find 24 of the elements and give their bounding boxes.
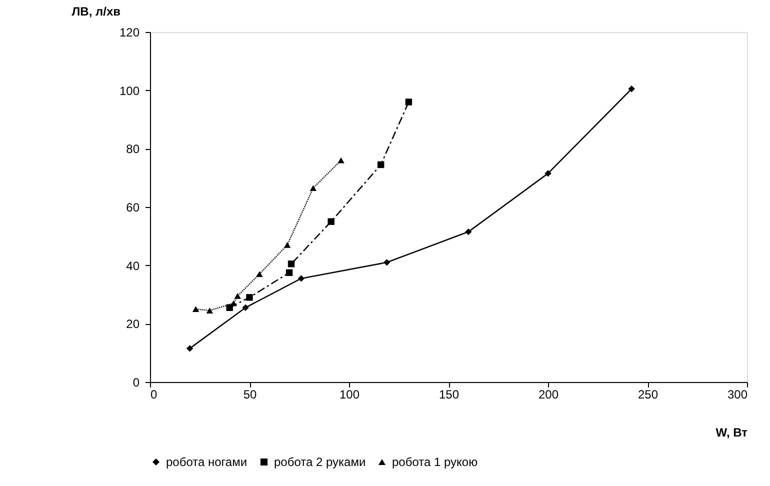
point xyxy=(206,308,214,314)
legend-label: робота ногами xyxy=(166,455,248,469)
y-tick-label: 60 xyxy=(126,200,140,214)
x-tick-label: 100 xyxy=(339,388,360,402)
legend-label: робота 1 рукою xyxy=(392,455,478,469)
x-axis-title: W, Вт xyxy=(716,426,748,440)
y-tick-label: 80 xyxy=(126,142,140,156)
x-tick-label: 50 xyxy=(243,388,257,402)
y-tick-label: 100 xyxy=(119,84,140,98)
x-tick-label: 150 xyxy=(438,388,460,402)
x-tick-label: 200 xyxy=(538,388,559,402)
y-tick-label: 0 xyxy=(132,376,140,390)
y-tick-label: 40 xyxy=(126,258,140,273)
point xyxy=(405,98,412,106)
x-tick-label: 300 xyxy=(727,388,748,402)
x-tick-label: 250 xyxy=(638,388,658,402)
y-tick-label: 120 xyxy=(119,26,140,40)
point xyxy=(246,294,253,301)
x-tick-label: 0 xyxy=(150,388,158,402)
y-axis-title: ЛВ, л/хв xyxy=(72,4,120,18)
y-tick-label: 20 xyxy=(126,317,140,332)
point xyxy=(192,306,200,312)
point xyxy=(186,345,194,352)
legend-label: робота 2 руками xyxy=(274,455,366,469)
